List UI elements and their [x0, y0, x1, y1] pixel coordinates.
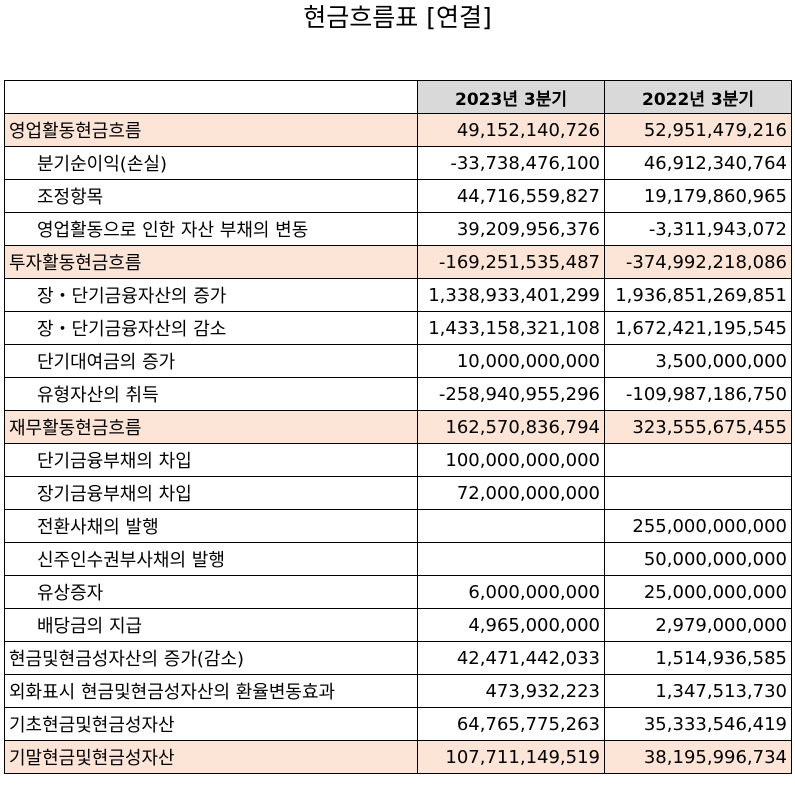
value-2022-q3: 3,500,000,000	[604, 344, 792, 378]
row-label: 기말현금및현금성자산	[4, 740, 418, 774]
table-row: 유형자산의 취득 -258,940,955,296 -109,987,186,750	[4, 377, 792, 411]
table-row: 신주인수권부사채의 발행 50,000,000,000	[4, 542, 792, 576]
table-row: 장・단기금융자산의 증가 1,338,933,401,299 1,936,851,2…	[4, 278, 792, 312]
row-label: 영업활동으로 인한 자산 부채의 변동	[4, 212, 418, 246]
header-2023-q3: 2023년 3분기	[417, 80, 605, 114]
value-2023-q3: 162,570,836,794	[417, 410, 605, 444]
table-row: 외화표시 현금및현금성자산의 환율변동효과 473,932,223 1,347,51…	[4, 674, 792, 708]
table-body: 영업활동현금흐름 49,152,140,726 52,951,479,216 분기순이…	[4, 113, 792, 774]
value-2023-q3: 49,152,140,726	[417, 113, 605, 147]
value-2023-q3: 6,000,000,000	[417, 575, 605, 609]
value-2023-q3: 100,000,000,000	[417, 443, 605, 477]
row-label: 유상증자	[4, 575, 418, 609]
value-2022-q3	[604, 443, 792, 477]
value-2022-q3: 52,951,479,216	[604, 113, 792, 147]
value-2023-q3: -169,251,535,487	[417, 245, 605, 279]
header-2022-q3: 2022년 3분기	[604, 80, 792, 114]
value-2022-q3: 46,912,340,764	[604, 146, 792, 180]
row-label: 배당금의 지급	[4, 608, 418, 642]
row-label: 재무활동현금흐름	[4, 410, 418, 444]
value-2023-q3: 1,338,933,401,299	[417, 278, 605, 312]
row-label: 장기금융부채의 차입	[4, 476, 418, 510]
table-row: 현금및현금성자산의 증가(감소) 42,471,442,033 1,514,936,…	[4, 641, 792, 675]
value-2022-q3: 1,514,936,585	[604, 641, 792, 675]
value-2023-q3	[417, 509, 605, 543]
value-2023-q3: 42,471,442,033	[417, 641, 605, 675]
table-row: 투자활동현금흐름 -169,251,535,487 -374,992,218,086	[4, 245, 792, 279]
row-label: 단기대여금의 증가	[4, 344, 418, 378]
value-2023-q3: 72,000,000,000	[417, 476, 605, 510]
page-title: 현금흐름표 [연결]	[303, 3, 492, 32]
table-row: 단기금융부채의 차입 100,000,000,000	[4, 443, 792, 477]
table-row: 배당금의 지급 4,965,000,000 2,979,000,000	[4, 608, 792, 642]
row-label: 분기순이익(손실)	[4, 146, 418, 180]
value-2022-q3	[604, 476, 792, 510]
value-2023-q3: 473,932,223	[417, 674, 605, 708]
value-2022-q3: 2,979,000,000	[604, 608, 792, 642]
row-label: 영업활동현금흐름	[4, 113, 418, 147]
value-2023-q3: 107,711,149,519	[417, 740, 605, 774]
value-2022-q3: -374,992,218,086	[604, 245, 792, 279]
value-2023-q3: 10,000,000,000	[417, 344, 605, 378]
table-row: 재무활동현금흐름 162,570,836,794 323,555,675,455	[4, 410, 792, 444]
value-2022-q3: 38,195,996,734	[604, 740, 792, 774]
table-header-row: 2023년 3분기 2022년 3분기	[4, 80, 792, 114]
value-2022-q3: -3,311,943,072	[604, 212, 792, 246]
value-2023-q3: 39,209,956,376	[417, 212, 605, 246]
value-2022-q3: 35,333,546,419	[604, 707, 792, 741]
value-2022-q3: 1,347,513,730	[604, 674, 792, 708]
row-label: 외화표시 현금및현금성자산의 환율변동효과	[4, 674, 418, 708]
table-row: 영업활동으로 인한 자산 부채의 변동 39,209,956,376 -3,311,…	[4, 212, 792, 246]
table-row: 조정항목 44,716,559,827 19,179,860,965	[4, 179, 792, 213]
row-label: 장・단기금융자산의 증가	[4, 278, 418, 312]
table-row: 유상증자 6,000,000,000 25,000,000,000	[4, 575, 792, 609]
value-2022-q3: 255,000,000,000	[604, 509, 792, 543]
value-2023-q3: 64,765,775,263	[417, 707, 605, 741]
row-label: 단기금융부채의 차입	[4, 443, 418, 477]
value-2022-q3: 50,000,000,000	[604, 542, 792, 576]
value-2022-q3: 1,672,421,195,545	[604, 311, 792, 345]
table-row: 전환사채의 발행 255,000,000,000	[4, 509, 792, 543]
value-2022-q3: 19,179,860,965	[604, 179, 792, 213]
table-row: 장・단기금융자산의 감소 1,433,158,321,108 1,672,421,1…	[4, 311, 792, 345]
row-label: 장・단기금융자산의 감소	[4, 311, 418, 345]
value-2023-q3	[417, 542, 605, 576]
value-2022-q3: 25,000,000,000	[604, 575, 792, 609]
value-2023-q3: -33,738,476,100	[417, 146, 605, 180]
table-row: 분기순이익(손실) -33,738,476,100 46,912,340,764	[4, 146, 792, 180]
table-row: 영업활동현금흐름 49,152,140,726 52,951,479,216	[4, 113, 792, 147]
table-row: 기초현금및현금성자산 64,765,775,263 35,333,546,419	[4, 707, 792, 741]
row-label: 조정항목	[4, 179, 418, 213]
row-label: 전환사채의 발행	[4, 509, 418, 543]
value-2022-q3: 1,936,851,269,851	[604, 278, 792, 312]
row-label: 유형자산의 취득	[4, 377, 418, 411]
table-row: 장기금융부채의 차입 72,000,000,000	[4, 476, 792, 510]
value-2023-q3: 44,716,559,827	[417, 179, 605, 213]
row-label: 현금및현금성자산의 증가(감소)	[4, 641, 418, 675]
value-2023-q3: 4,965,000,000	[417, 608, 605, 642]
table-row: 기말현금및현금성자산 107,711,149,519 38,195,996,734	[4, 740, 792, 774]
row-label: 기초현금및현금성자산	[4, 707, 418, 741]
table-row: 단기대여금의 증가 10,000,000,000 3,500,000,000	[4, 344, 792, 378]
cash-flow-table: 2023년 3분기 2022년 3분기 영업활동현금흐름 49,152,140,7…	[4, 80, 792, 774]
value-2022-q3: 323,555,675,455	[604, 410, 792, 444]
row-label: 투자활동현금흐름	[4, 245, 418, 279]
value-2023-q3: -258,940,955,296	[417, 377, 605, 411]
value-2022-q3: -109,987,186,750	[604, 377, 792, 411]
header-blank-cell	[4, 80, 418, 114]
row-label: 신주인수권부사채의 발행	[4, 542, 418, 576]
value-2023-q3: 1,433,158,321,108	[417, 311, 605, 345]
